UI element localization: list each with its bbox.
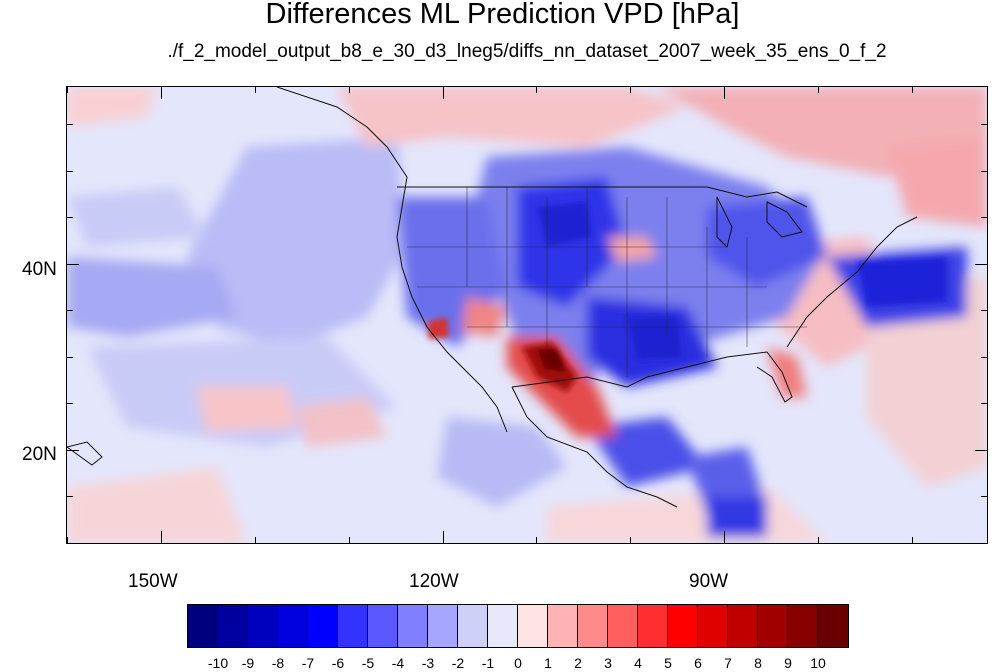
axis-tick <box>724 531 726 543</box>
colorbar-label: -3 <box>421 655 435 671</box>
axis-tick <box>67 170 73 172</box>
colorbar-swatch <box>638 605 668 647</box>
axis-tick <box>67 543 73 544</box>
colorbar-swatch <box>548 605 578 647</box>
axis-tick <box>981 124 987 126</box>
colorbar-swatch <box>818 605 848 647</box>
axis-tick <box>160 531 162 543</box>
axis-tick <box>254 87 256 93</box>
colorbar-label: 6 <box>694 655 702 671</box>
colorbar-swatch <box>278 605 308 647</box>
axis-tick <box>160 87 162 99</box>
colorbar-swatch <box>428 605 458 647</box>
axis-tick <box>536 87 538 93</box>
axis-tick <box>630 87 632 93</box>
axis-tick <box>818 87 820 93</box>
colorbar-label: 3 <box>604 655 612 671</box>
axis-tick <box>724 87 726 99</box>
map-subtitle: ./f_2_model_output_b8_e_30_d3_lneg5/diff… <box>167 41 887 62</box>
lon-label-120w: 120W <box>409 571 459 592</box>
colorbar-label: -7 <box>301 655 315 671</box>
axis-tick <box>442 87 444 99</box>
axis-tick <box>981 310 987 312</box>
colorbar-swatch <box>398 605 428 647</box>
colorbar-label: -9 <box>241 655 255 671</box>
field-hotspots <box>427 202 947 392</box>
colorbar-swatch <box>308 605 338 647</box>
colorbar-swatch <box>668 605 698 647</box>
colorbar-label: 9 <box>784 655 792 671</box>
axis-tick <box>911 87 913 93</box>
axis-tick <box>67 87 68 93</box>
axis-tick <box>67 356 73 358</box>
colorbar-swatch <box>698 605 728 647</box>
colorbar-label: -1 <box>481 655 495 671</box>
axis-tick <box>67 217 73 219</box>
map-title: Differences ML Prediction VPD [hPa] <box>265 0 740 30</box>
colorbar-label: -6 <box>331 655 345 671</box>
axis-tick <box>981 170 987 172</box>
axis-tick <box>67 310 73 312</box>
lat-label-40n: 40N <box>22 259 57 280</box>
colorbar-swatch <box>488 605 518 647</box>
colorbar-label: -2 <box>451 655 465 671</box>
axis-tick <box>975 449 987 451</box>
axis-tick <box>818 537 820 543</box>
colorbar-label: -10 <box>207 655 229 671</box>
axis-tick <box>67 537 68 543</box>
colorbar-swatch <box>458 605 488 647</box>
colorbar-swatch <box>758 605 788 647</box>
axis-tick <box>536 537 538 543</box>
colorbar-swatch <box>368 605 398 647</box>
map-canvas <box>67 87 987 543</box>
vpd-difference-map <box>66 86 988 544</box>
colorbar-label: -4 <box>391 655 405 671</box>
coastlines <box>67 87 918 508</box>
axis-tick <box>67 403 73 405</box>
axis-tick <box>442 531 444 543</box>
colorbar-label: -8 <box>271 655 285 671</box>
axis-tick <box>981 543 987 544</box>
axis-tick <box>67 124 73 126</box>
axis-tick <box>67 449 79 451</box>
colorbar-swatch <box>608 605 638 647</box>
axis-tick <box>975 263 987 265</box>
axis-tick <box>981 496 987 498</box>
axis-tick <box>981 356 987 358</box>
axis-tick <box>254 537 256 543</box>
axis-tick <box>911 537 913 543</box>
colorbar-swatch <box>218 605 248 647</box>
colorbar-label: 4 <box>634 655 642 671</box>
colorbar-label: 2 <box>574 655 582 671</box>
axis-tick <box>630 537 632 543</box>
axis-tick <box>348 537 350 543</box>
colorbar-label: 0 <box>514 655 522 671</box>
colorbar-swatch <box>788 605 818 647</box>
colorbar-label: -5 <box>361 655 375 671</box>
colorbar-swatch <box>578 605 608 647</box>
colorbar-label: 1 <box>544 655 552 671</box>
colorbar-swatch <box>728 605 758 647</box>
axis-tick <box>981 217 987 219</box>
lon-label-90w: 90W <box>689 571 729 592</box>
colorbar-label: 5 <box>664 655 672 671</box>
colorbar-swatch <box>518 605 548 647</box>
colorbar-swatch <box>338 605 368 647</box>
axis-tick <box>67 263 79 265</box>
axis-tick <box>348 87 350 93</box>
colorbar-label: 7 <box>724 655 732 671</box>
colorbar-swatch <box>248 605 278 647</box>
lon-label-150w: 150W <box>128 571 178 592</box>
axis-tick <box>67 496 73 498</box>
state-borders <box>407 187 807 377</box>
colorbar-swatch <box>188 605 218 647</box>
colorbar <box>187 604 849 648</box>
axis-tick <box>981 403 987 405</box>
colorbar-label: 8 <box>754 655 762 671</box>
colorbar-label: 10 <box>810 655 826 671</box>
lat-label-20n: 20N <box>22 444 57 465</box>
